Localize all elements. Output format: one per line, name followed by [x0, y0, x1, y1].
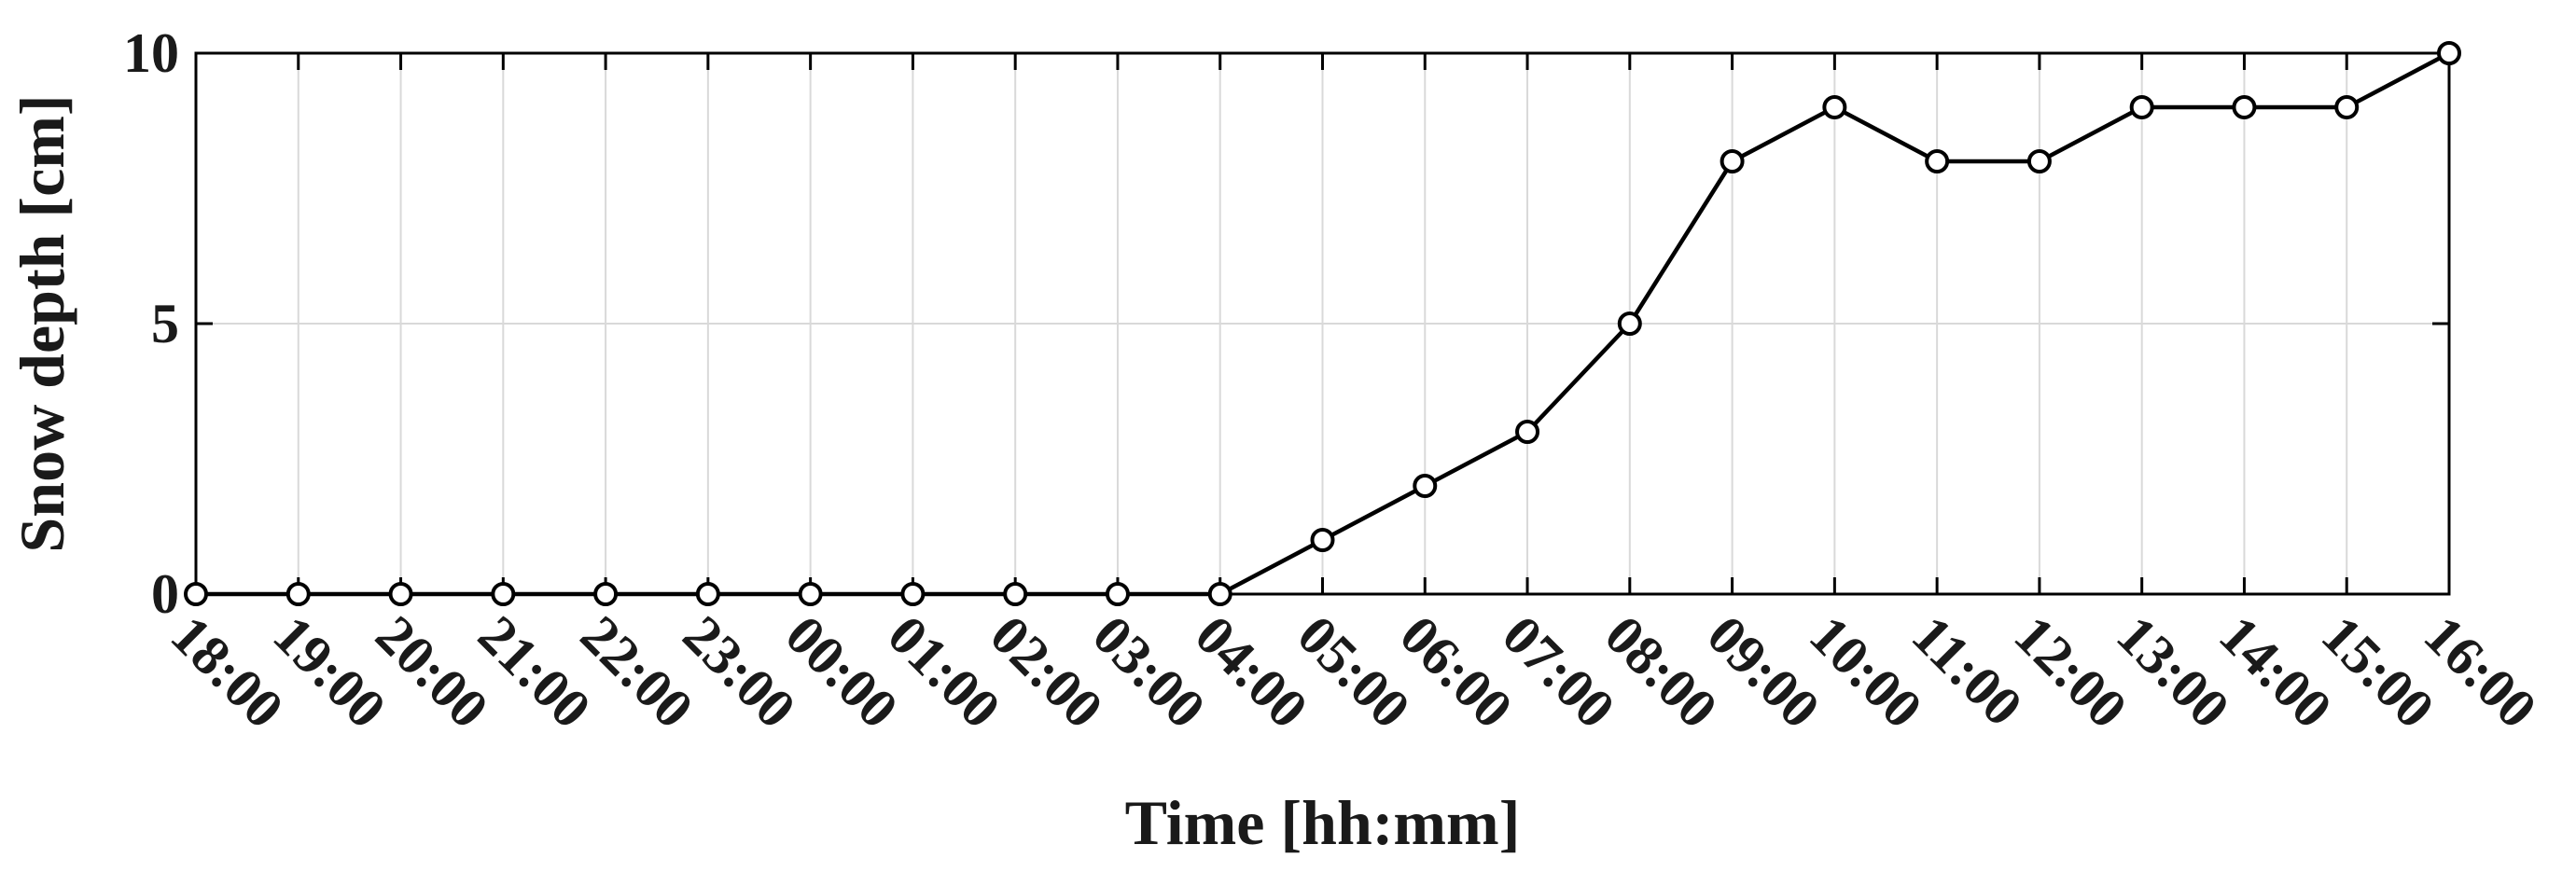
- data-point: [1413, 474, 1438, 498]
- data-point: [1617, 311, 1642, 336]
- data-point: [1105, 582, 1130, 606]
- y-tick-label: 5: [151, 293, 179, 354]
- x-tick-label: 06:00: [1388, 604, 1525, 741]
- x-tick-label: 23:00: [672, 604, 808, 741]
- x-tick-label: 16:00: [2413, 604, 2549, 741]
- x-tick-label: 18:00: [160, 604, 296, 741]
- x-axis-ticks: 18:0019:0020:0021:0022:0023:0000:0001:00…: [160, 53, 2549, 741]
- x-tick-label: 03:00: [1081, 604, 1218, 741]
- data-point: [1822, 95, 1847, 119]
- y-tick-label: 10: [123, 22, 179, 84]
- x-axis-label: Time [hh:mm]: [1125, 787, 1521, 858]
- data-point: [1515, 420, 1540, 444]
- x-tick-label: 10:00: [1798, 604, 1934, 741]
- x-tick-label: 11:00: [1901, 604, 2034, 738]
- data-point: [695, 582, 720, 606]
- x-tick-label: 02:00: [979, 604, 1115, 741]
- x-tick-label: 00:00: [773, 604, 910, 741]
- x-tick-label: 05:00: [1286, 604, 1422, 741]
- y-tick-label: 0: [151, 563, 179, 625]
- x-tick-label: 08:00: [1594, 604, 1730, 741]
- x-tick-label: 12:00: [2003, 604, 2139, 741]
- y-axis-label: Snow depth [cm]: [7, 94, 77, 552]
- x-tick-label: 15:00: [2310, 604, 2446, 741]
- x-tick-label: 20:00: [364, 604, 500, 741]
- data-point: [2232, 95, 2257, 119]
- data-point: [2026, 149, 2052, 173]
- data-point: [184, 582, 208, 606]
- data-point: [491, 582, 516, 606]
- x-tick-label: 19:00: [262, 604, 398, 741]
- x-tick-label: 01:00: [876, 604, 1012, 741]
- data-point: [1310, 528, 1335, 552]
- data-point: [1207, 582, 1232, 606]
- data-point: [1003, 582, 1028, 606]
- x-tick-label: 09:00: [1695, 604, 1831, 741]
- data-point: [1925, 149, 1950, 173]
- data-point: [2129, 95, 2154, 119]
- y-axis-ticks: 0 5 10: [123, 22, 2449, 625]
- x-tick-label: 13:00: [2105, 604, 2241, 741]
- data-point: [388, 582, 413, 606]
- x-tick-label: 07:00: [1491, 604, 1627, 741]
- x-tick-label: 04:00: [1184, 604, 1320, 741]
- x-tick-label: 14:00: [2207, 604, 2344, 741]
- x-tick-label: 22:00: [569, 604, 705, 741]
- grid: [196, 53, 2449, 594]
- data-point: [900, 582, 926, 606]
- data-point: [285, 582, 311, 606]
- data-point: [798, 582, 823, 606]
- x-tick-label: 21:00: [466, 604, 603, 741]
- data-point: [593, 582, 619, 606]
- data-point: [1720, 149, 1745, 173]
- data-point: [2437, 41, 2461, 65]
- series-markers: [184, 41, 2461, 606]
- data-point: [2334, 95, 2360, 119]
